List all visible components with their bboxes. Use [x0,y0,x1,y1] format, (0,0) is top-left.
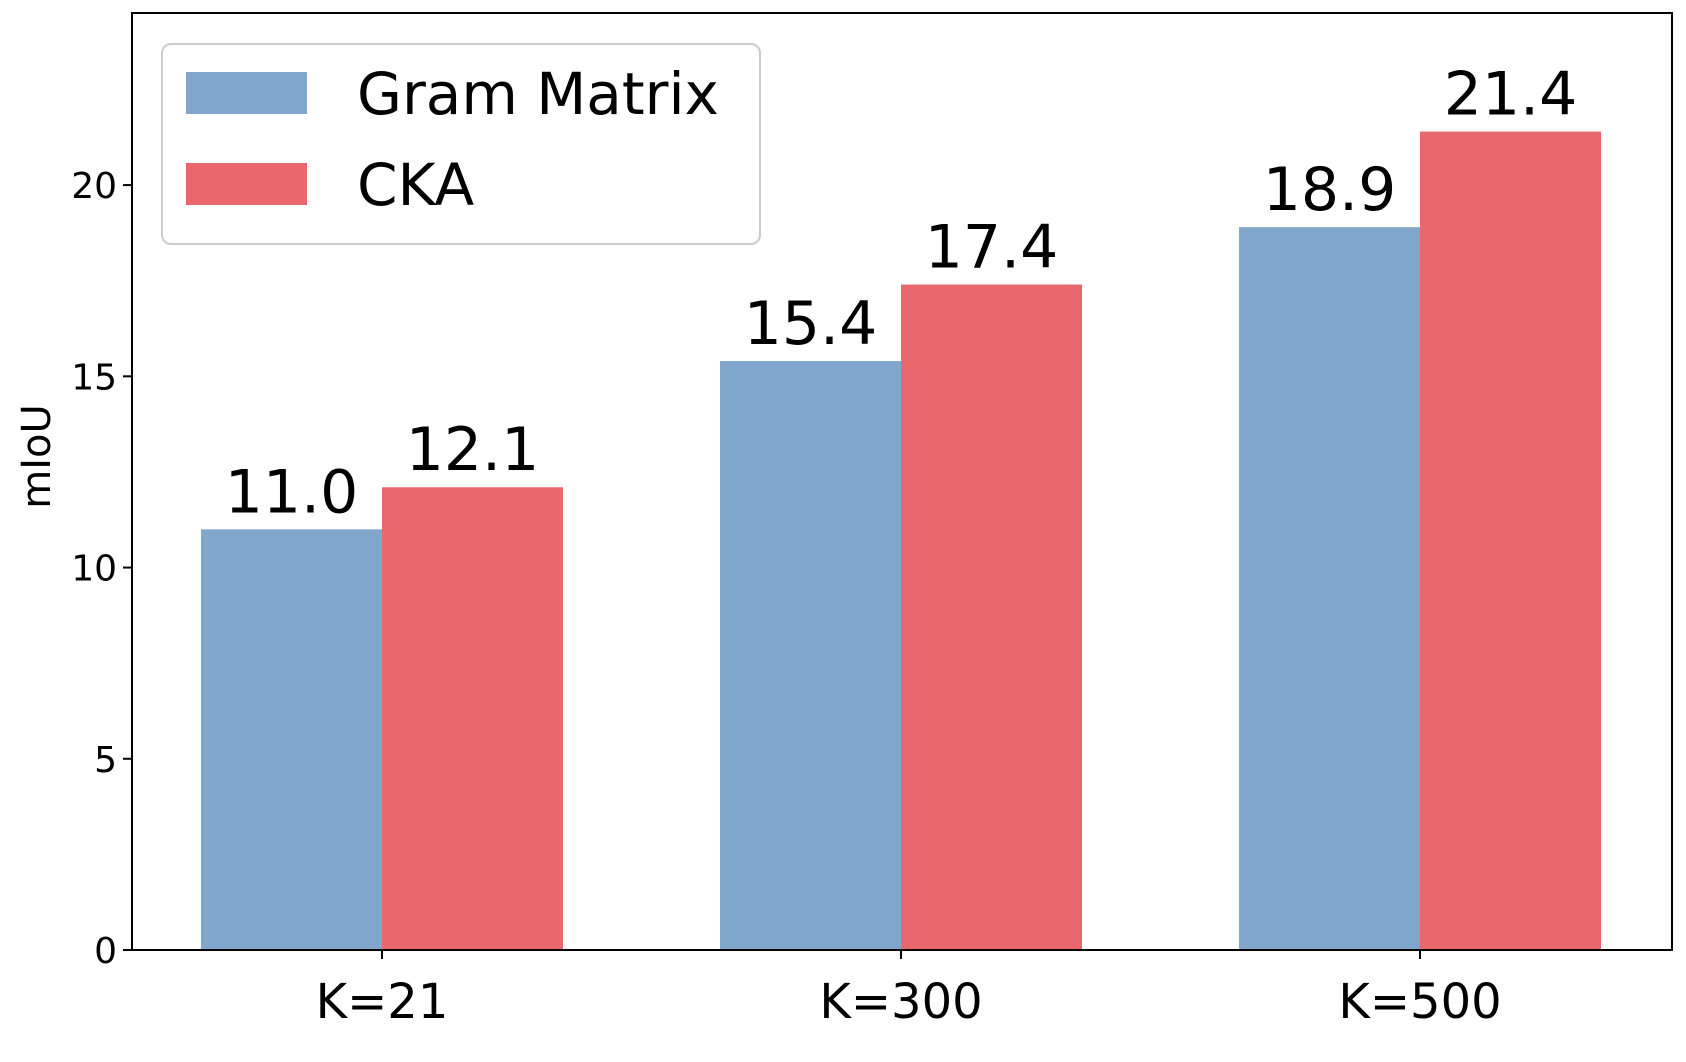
bar-gram-matrix-k-500 [1239,227,1420,950]
bar-cka-k-21 [382,487,563,950]
data-label: 11.0 [225,457,359,527]
y-tick-label: 10 [71,549,117,590]
bar-gram-matrix-k-300 [720,361,901,950]
plot-frame [131,12,1673,951]
y-axis-label: mIoU [14,404,60,509]
data-label: 17.4 [925,213,1059,283]
x-axis: K=21 K=300 K=500 [316,950,1502,1030]
data-labels-group: 11.0 12.1 15.4 17.4 18.9 21.4 [225,60,1578,528]
legend-box [161,43,761,245]
legend-swatch-cka [186,163,307,205]
data-label: 12.1 [406,415,540,485]
bar-gram-matrix-k-21 [201,529,382,950]
y-axis: 0 5 10 15 20 [71,166,132,972]
y-tick-label: 0 [94,931,117,972]
y-tick-label: 15 [71,357,117,398]
bars-group [201,131,1601,950]
data-label: 21.4 [1444,60,1578,130]
bar-cka-k-300 [901,284,1082,950]
x-tick-label: K=500 [1338,974,1501,1030]
data-label: 15.4 [744,289,878,359]
y-tick-label: 20 [71,166,117,207]
legend-swatch-gram-matrix [186,72,307,114]
y-tick-label: 5 [94,740,117,781]
bar-cka-k-500 [1420,131,1601,950]
x-tick-label: K=300 [819,974,982,1030]
legend-label-gram-matrix: Gram Matrix [357,60,719,128]
data-label: 18.9 [1263,155,1397,225]
legend-label-cka: CKA [357,151,475,219]
legend: Gram Matrix CKA [161,43,761,245]
x-tick-label: K=21 [316,974,449,1030]
